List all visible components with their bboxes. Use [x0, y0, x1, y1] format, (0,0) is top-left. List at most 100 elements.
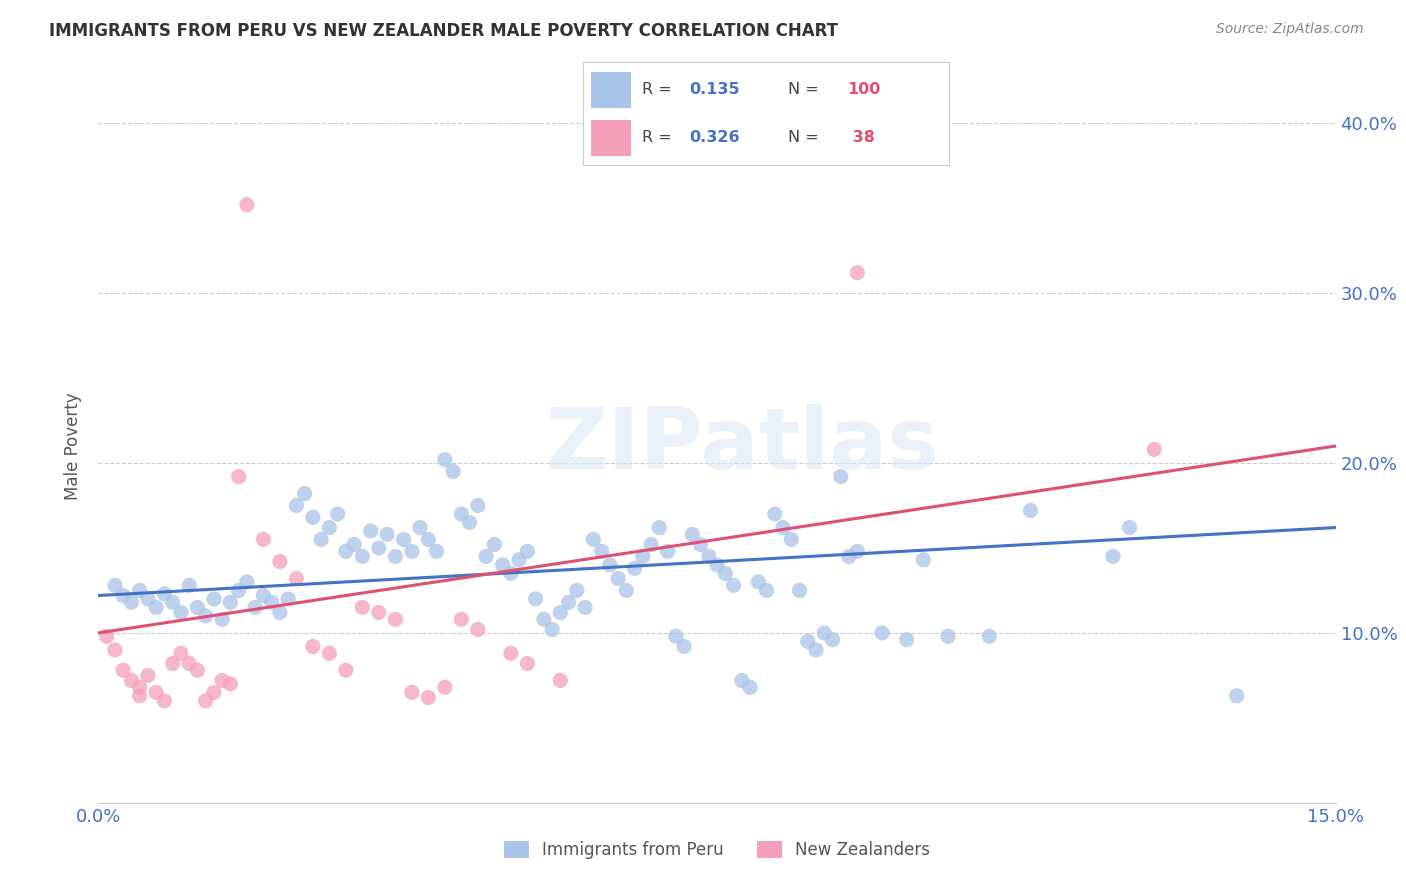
- Point: [830, 469, 852, 483]
- Point: [153, 694, 176, 708]
- Point: [640, 537, 662, 551]
- Point: [550, 606, 572, 620]
- Point: [738, 680, 761, 694]
- Point: [318, 646, 340, 660]
- Point: [475, 549, 498, 564]
- Point: [128, 689, 150, 703]
- Y-axis label: Male Poverty: Male Poverty: [65, 392, 83, 500]
- Point: [104, 643, 127, 657]
- Point: [252, 589, 274, 603]
- Point: [153, 587, 176, 601]
- Point: [120, 595, 142, 609]
- Point: [648, 520, 671, 534]
- Point: [550, 673, 572, 688]
- Point: [202, 685, 225, 699]
- Point: [896, 632, 918, 647]
- Point: [458, 516, 481, 530]
- Point: [433, 452, 456, 467]
- Point: [870, 626, 893, 640]
- Text: Source: ZipAtlas.com: Source: ZipAtlas.com: [1216, 22, 1364, 37]
- Point: [433, 680, 456, 694]
- Point: [170, 646, 193, 660]
- Point: [367, 606, 389, 620]
- Point: [516, 544, 538, 558]
- Point: [508, 553, 530, 567]
- Point: [499, 566, 522, 581]
- Point: [318, 520, 340, 534]
- Point: [755, 583, 778, 598]
- Point: [401, 544, 423, 558]
- Point: [335, 663, 357, 677]
- Point: [211, 673, 233, 688]
- Point: [614, 583, 637, 598]
- Point: [467, 623, 489, 637]
- Point: [343, 537, 366, 551]
- Point: [936, 629, 959, 643]
- Legend: Immigrants from Peru, New Zealanders: Immigrants from Peru, New Zealanders: [498, 834, 936, 866]
- Point: [136, 668, 159, 682]
- Text: ZIPatlas: ZIPatlas: [546, 404, 939, 488]
- Point: [186, 663, 208, 677]
- Point: [631, 549, 654, 564]
- Point: [136, 591, 159, 606]
- Text: R =: R =: [643, 82, 676, 97]
- Point: [591, 544, 613, 558]
- Point: [499, 646, 522, 660]
- Point: [309, 533, 332, 547]
- Text: 0.326: 0.326: [689, 130, 740, 145]
- Point: [763, 507, 786, 521]
- Point: [714, 566, 737, 581]
- Point: [294, 486, 316, 500]
- Point: [541, 623, 564, 637]
- Point: [179, 578, 201, 592]
- Point: [804, 643, 827, 657]
- Point: [441, 465, 464, 479]
- Point: [846, 544, 869, 558]
- Text: 100: 100: [846, 82, 880, 97]
- Point: [665, 629, 688, 643]
- Text: 0.135: 0.135: [689, 82, 740, 97]
- Point: [170, 606, 193, 620]
- Point: [302, 640, 325, 654]
- Point: [673, 640, 696, 654]
- Point: [789, 583, 811, 598]
- Point: [418, 690, 440, 705]
- Point: [524, 591, 547, 606]
- Point: [228, 469, 250, 483]
- Point: [162, 657, 184, 671]
- Point: [1143, 442, 1166, 457]
- Point: [145, 685, 167, 699]
- Point: [352, 600, 374, 615]
- Point: [706, 558, 728, 572]
- Point: [846, 266, 869, 280]
- Point: [219, 595, 242, 609]
- Point: [211, 612, 233, 626]
- Point: [1102, 549, 1125, 564]
- Point: [689, 537, 711, 551]
- Point: [352, 549, 374, 564]
- Point: [912, 553, 935, 567]
- Point: [252, 533, 274, 547]
- Point: [1226, 689, 1249, 703]
- Point: [104, 578, 127, 592]
- Point: [112, 589, 135, 603]
- Point: [367, 541, 389, 555]
- Point: [409, 520, 432, 534]
- Point: [277, 591, 299, 606]
- Point: [401, 685, 423, 699]
- Point: [821, 632, 844, 647]
- Text: R =: R =: [643, 130, 676, 145]
- Point: [228, 583, 250, 598]
- Point: [326, 507, 349, 521]
- Point: [375, 527, 398, 541]
- Point: [574, 600, 596, 615]
- Point: [657, 544, 679, 558]
- Bar: [591, 120, 631, 156]
- Point: [1019, 503, 1042, 517]
- Text: 38: 38: [846, 130, 875, 145]
- Bar: [591, 71, 631, 108]
- Point: [128, 680, 150, 694]
- Point: [384, 612, 406, 626]
- Point: [285, 572, 308, 586]
- Point: [186, 600, 208, 615]
